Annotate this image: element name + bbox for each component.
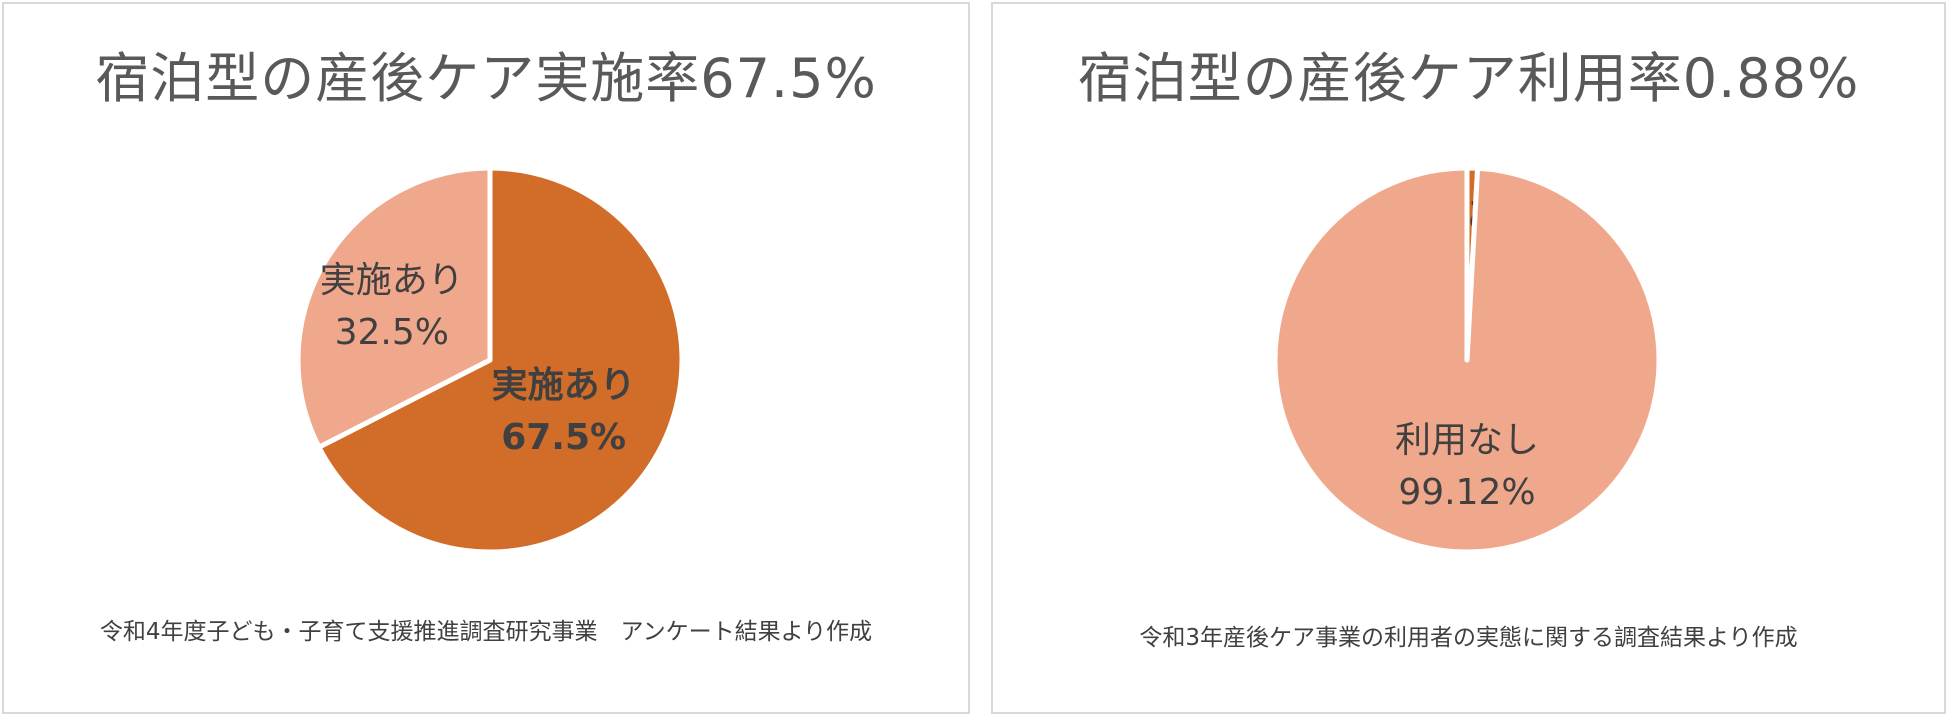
slice-value-label: 32.5% [335,312,449,353]
pie-slice [1272,165,1662,555]
slice-data-label: 利用なし 99.12% [1395,420,1539,513]
chart-panel-implementation: 宿泊型の産後ケア実施率67.5% 実施あり 67.5% 実施あり 32.5% 令和4年… [2,2,970,714]
source-note: 令和3年産後ケア事業の利用者の実態に関する調査結果より作成 [1139,625,1798,651]
pie-chart-implementation: 実施あり 67.5% 実施あり 32.5% [295,165,685,555]
slice-category-label: 実施あり [492,365,636,406]
slice-category-label: 利用なし [1395,420,1539,461]
slice-value-label: 67.5% [501,417,626,458]
pie-slice [295,165,493,450]
slice-data-label: 実施あり 67.5% [492,365,636,458]
source-note: 令和4年度子ども・子育て支援推進調査研究事業 アンケート結果より作成 [99,619,873,645]
slice-value-label: 99.12% [1398,472,1535,513]
slice-data-label: 実施あり 32.5% [320,260,464,353]
chart-title: 宿泊型の産後ケア実施率67.5% [95,47,877,110]
slice-category-label: 実施あり [320,260,464,301]
chart-title: 宿泊型の産後ケア利用率0.88% [1077,47,1860,110]
pie-slice [316,165,685,555]
